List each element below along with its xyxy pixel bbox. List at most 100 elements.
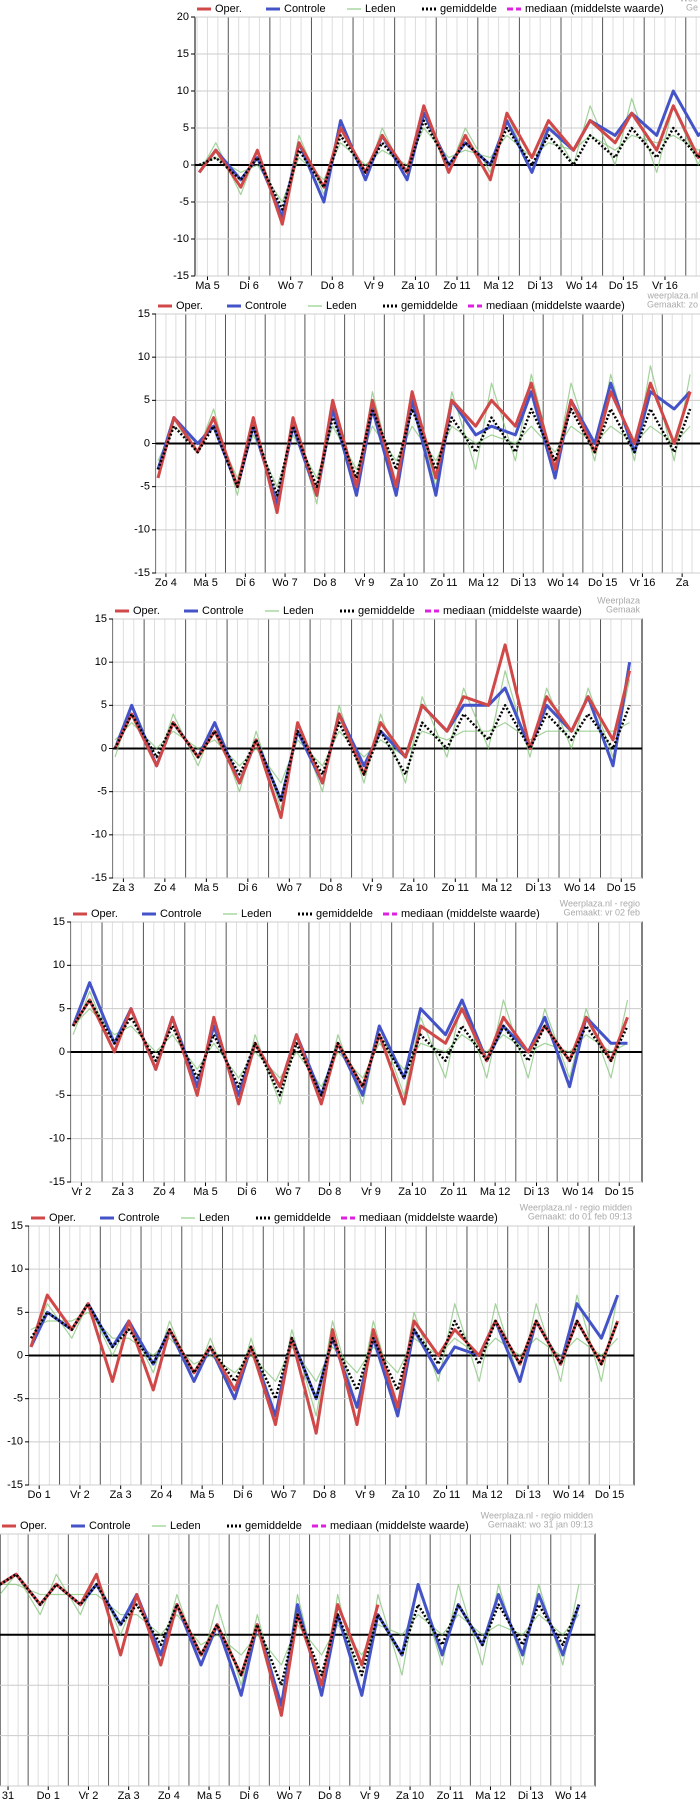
x-tick-label: Ma 5 <box>197 1790 221 1800</box>
legend-label: Controle <box>118 1212 160 1224</box>
created-note: Ge <box>686 2 698 12</box>
y-tick-label: 10 <box>53 959 65 971</box>
x-tick-label: Vr 9 <box>355 1489 375 1501</box>
x-tick-label: 31 <box>2 1790 14 1800</box>
y-tick-label: -15 <box>49 1176 65 1188</box>
legend-label: mediaan (middelste waarde) <box>330 1520 469 1532</box>
x-tick-label: Do 8 <box>318 1186 341 1198</box>
x-tick-label: Za 3 <box>118 1790 140 1800</box>
x-tick-label: Zo 4 <box>153 1186 175 1198</box>
legend-label: Oper. <box>215 3 242 15</box>
ensemble-chart: Do 1 Vr 2 Za 3 Zo 4 Ma 5 Di 6 Wo 7 Do 8 Vr 9 Za 1… <box>7 1202 635 1501</box>
x-tick-label: Wo 7 <box>272 577 297 589</box>
legend-label: gemiddelde <box>245 1520 302 1532</box>
x-tick-label: Za 3 <box>112 882 134 894</box>
x-tick-label: Zo 11 <box>430 577 457 589</box>
x-tick-label: Ma 12 <box>480 1186 511 1198</box>
created-note: Gemaakt: do 01 feb 09:13 <box>528 1211 632 1221</box>
legend-label: Oper. <box>49 1212 76 1224</box>
series-line <box>72 998 629 1097</box>
x-tick-label: Vr 2 <box>70 1489 90 1501</box>
x-tick-label: Za 10 <box>400 882 428 894</box>
x-tick-label: Za 3 <box>110 1489 132 1501</box>
legend-label: gemiddelde <box>358 605 415 617</box>
x-tick-label: Di 13 <box>518 1790 544 1800</box>
x-tick-label: Wo 7 <box>277 1790 302 1800</box>
x-tick-label: Di 6 <box>238 882 258 894</box>
y-tick-label: -15 <box>91 872 107 884</box>
source-note: weerplaza.nl <box>646 290 698 300</box>
x-tick-label: Vr 9 <box>355 577 375 589</box>
legend-label: mediaan (middelste waarde) <box>401 908 540 920</box>
legend-label: Oper. <box>176 300 203 312</box>
legend-label: Leden <box>241 908 272 920</box>
y-tick-label: -5 <box>140 481 150 493</box>
legend-label: Oper. <box>91 908 118 920</box>
y-tick-label: 5 <box>59 1003 65 1015</box>
y-tick-label: -10 <box>134 524 150 536</box>
x-tick-label: Vr 9 <box>362 882 382 894</box>
ensemble-chart: Ma 5 Di 6 Wo 7 Do 8 Vr 9 Za 10 Zo 11 Ma 12 Di 13… <box>173 0 700 292</box>
x-tick-label: Di 6 <box>237 1186 257 1198</box>
x-tick-label: Zo 11 <box>440 1186 467 1198</box>
x-tick-label: Wo 7 <box>278 280 303 292</box>
source-note: Weerplaza <box>597 595 640 605</box>
ensemble-chart: 31 Do 1 Vr 2 Za 3 Zo 4 Ma 5 Di 6 Wo 7 Do 8 Vr 9 Za… <box>0 1510 596 1800</box>
x-tick-label: Do 15 <box>595 1489 624 1501</box>
x-tick-label: Di 13 <box>525 882 551 894</box>
series-line <box>0 1573 581 1687</box>
x-tick-label: Di 13 <box>515 1489 541 1501</box>
x-tick-label: Wo 14 <box>566 280 598 292</box>
legend-label: Oper. <box>20 1520 47 1532</box>
y-tick-label: -10 <box>173 233 189 245</box>
x-tick-label: Za 3 <box>112 1186 134 1198</box>
legend-label: Controle <box>284 3 326 15</box>
x-tick-label: Do 15 <box>605 1186 634 1198</box>
x-tick-label: Ma 5 <box>193 577 217 589</box>
legend-label: Leden <box>199 1212 230 1224</box>
y-tick-label: 0 <box>144 437 150 449</box>
source-note: Weerplaza.nl - regio <box>560 898 640 908</box>
created-note: Gemaakt: wo 31 jan 09:13 <box>488 1519 593 1529</box>
y-tick-label: 5 <box>183 122 189 134</box>
legend-label: gemiddelde <box>401 300 458 312</box>
legend-label: mediaan (middelste waarde) <box>443 605 582 617</box>
y-tick-label: 15 <box>53 916 65 928</box>
y-tick-label: 5 <box>17 1306 23 1318</box>
x-tick-label: Do 1 <box>28 1489 51 1501</box>
x-tick-label: Ma 5 <box>195 280 219 292</box>
legend-label: Leden <box>283 605 314 617</box>
y-tick-label: 0 <box>17 1349 23 1361</box>
legend-label: gemiddelde <box>316 908 373 920</box>
plot-area <box>0 1533 596 1787</box>
y-tick-label: -15 <box>134 567 150 579</box>
x-tick-label: Wo 7 <box>271 1489 296 1501</box>
x-tick-label: Wo 14 <box>553 1489 585 1501</box>
y-tick-label: -5 <box>179 196 189 208</box>
legend-label: gemiddelde <box>274 1212 331 1224</box>
x-tick-label: Do 8 <box>313 1489 336 1501</box>
x-tick-label: Do 8 <box>318 1790 341 1800</box>
ensemble-chart: Zo 4 Ma 5 Di 6 Wo 7 Do 8 Vr 9 Za 10 Zo 11 Ma 12 D… <box>134 290 700 589</box>
legend-label: mediaan (middelste waarde) <box>359 1212 498 1224</box>
y-tick-label: 5 <box>144 394 150 406</box>
series-line <box>198 119 700 211</box>
created-note: Gemaakt: zo <box>647 299 698 309</box>
legend-label: Leden <box>170 1520 201 1532</box>
series-line <box>113 643 632 820</box>
y-tick-label: 0 <box>101 742 107 754</box>
y-tick-label: -5 <box>13 1393 23 1405</box>
plot-area <box>194 16 700 277</box>
y-tick-label: 20 <box>177 11 189 23</box>
x-tick-label: Zo 11 <box>442 882 469 894</box>
x-tick-label: Zo 11 <box>437 1790 464 1800</box>
y-tick-label: -15 <box>173 270 189 282</box>
y-tick-label: -10 <box>7 1436 23 1448</box>
x-tick-label: Ma 5 <box>194 882 218 894</box>
x-tick-label: Do 15 <box>588 577 617 589</box>
y-tick-label: 0 <box>183 159 189 171</box>
x-tick-label: Di 6 <box>233 1489 253 1501</box>
x-tick-label: Di 6 <box>239 1790 259 1800</box>
x-tick-label: Di 6 <box>239 280 259 292</box>
